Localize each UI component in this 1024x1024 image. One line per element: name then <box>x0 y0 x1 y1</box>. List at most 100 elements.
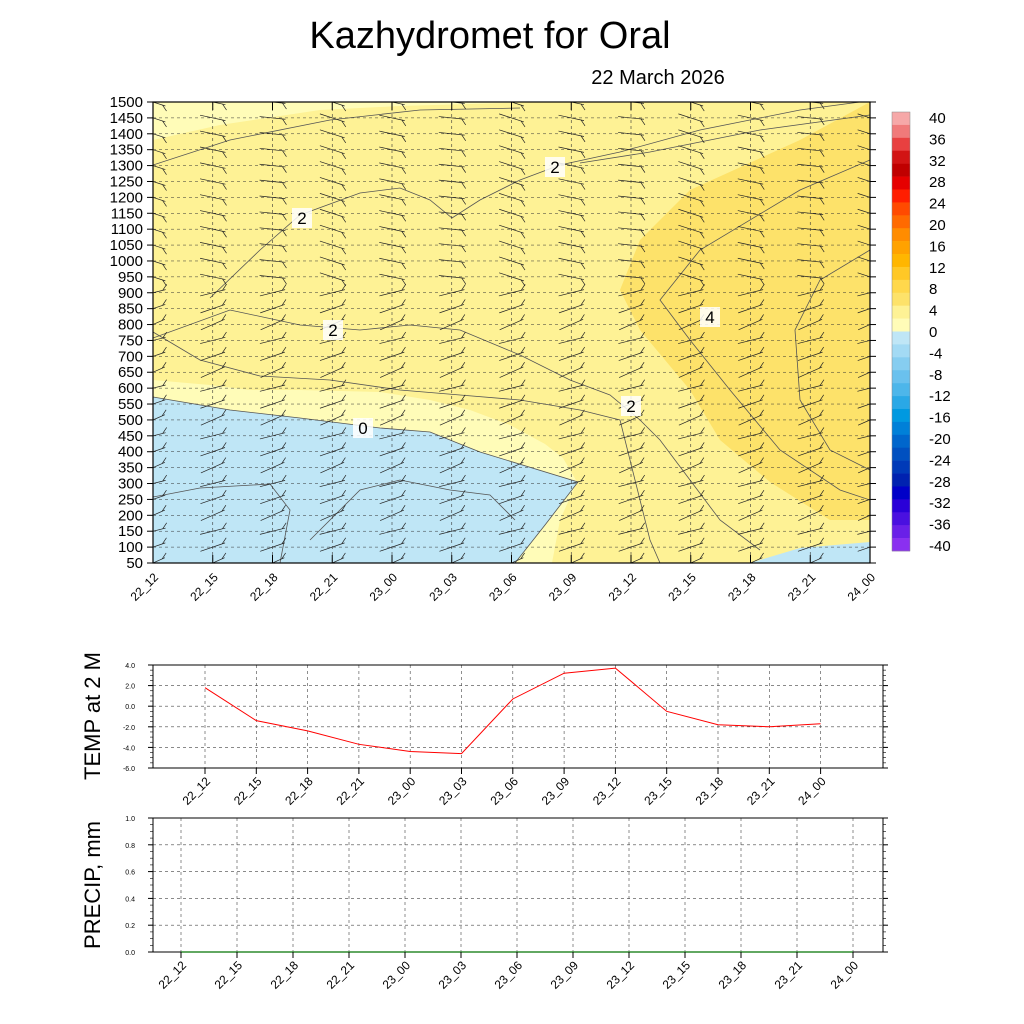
precipitation-x-axis: 22_12 22_15 22_18 22_21 23_00 23_03 23_06 23_09… <box>156 952 861 992</box>
wind-barb <box>498 522 526 535</box>
wind-barb <box>857 514 870 521</box>
wind-barb <box>570 552 585 563</box>
x-tick-label: 22_12 <box>128 570 162 604</box>
colorbar-swatch <box>892 512 910 526</box>
wind-barb <box>200 379 227 392</box>
wind-barb <box>320 505 346 521</box>
x-tick-label: 23_09 <box>548 958 582 992</box>
y-tick-label: 400 <box>118 444 143 461</box>
colorbar-tick-label: 28 <box>929 174 946 191</box>
y-tick-label: 250 <box>118 491 143 508</box>
y-tick-label: 1400 <box>110 126 143 143</box>
y-tick-label: 100 <box>118 539 143 556</box>
wind-barb <box>797 379 825 392</box>
colorbar-swatch <box>892 176 910 190</box>
wind-barb <box>857 145 870 151</box>
colorbar-tick-label: 32 <box>929 153 946 170</box>
wind-barb <box>259 195 287 205</box>
x-tick-label: 22_12 <box>180 774 214 808</box>
y-tick-label: 0.0 <box>125 950 135 957</box>
colorbar-tick-label: -12 <box>929 388 951 405</box>
wind-barb <box>558 474 586 488</box>
y-tick-label: 1100 <box>111 221 143 238</box>
precipitation-y-label: PRECIP, mm <box>80 821 105 949</box>
wind-barb <box>857 355 870 361</box>
wind-barb <box>200 409 227 426</box>
wind-barb <box>678 331 705 344</box>
wind-barb <box>331 552 346 563</box>
wind-barb <box>678 409 705 426</box>
wind-barb <box>153 244 167 255</box>
wind-barb <box>259 243 287 253</box>
contour-label-bg <box>545 157 565 177</box>
cross-section-y-axis: 1500145014001350130012501200115011001050… <box>110 94 876 572</box>
wind-barb <box>857 546 870 552</box>
x-tick-label: 22_15 <box>187 570 221 604</box>
x-tick-label: 23_18 <box>716 958 750 992</box>
y-tick-label: 450 <box>118 428 143 445</box>
y-tick-label: 1000 <box>110 253 143 270</box>
wind-barb <box>379 146 407 158</box>
x-tick-label: 23_12 <box>590 774 624 808</box>
colorbar-tick-label: -36 <box>929 517 951 534</box>
colorbar-tick-label: -40 <box>929 538 951 555</box>
colorbar-tick-label: 36 <box>929 131 946 148</box>
precipitation-chart: 1.00.80.60.40.20.0 22_12 22_15 22_18 22_21 2… <box>80 816 888 992</box>
wind-barb <box>319 208 347 223</box>
wind-barb <box>439 331 466 344</box>
wind-barb <box>153 260 167 271</box>
colorbar-swatch <box>892 189 910 203</box>
wind-barb <box>618 147 646 157</box>
contour-line <box>794 249 870 471</box>
wind-barb <box>630 552 645 563</box>
wind-barb <box>259 284 287 297</box>
wind-barb <box>260 505 286 521</box>
wind-barb <box>153 276 167 287</box>
wind-barb <box>797 211 825 221</box>
y-tick-label: 4.0 <box>125 663 135 670</box>
wind-barb <box>558 242 586 254</box>
wind-barb <box>379 114 407 127</box>
precipitation-frame <box>152 817 884 953</box>
contour-line <box>153 309 761 551</box>
wind-barb <box>448 102 466 110</box>
x-tick-label: 23_18 <box>693 774 727 808</box>
x-tick-label: 23_18 <box>725 570 759 604</box>
colorbar-swatch <box>892 421 910 436</box>
wind-barb <box>510 552 525 563</box>
wind-barb <box>379 474 406 488</box>
wind-barb <box>857 419 870 426</box>
x-tick-label: 23_06 <box>487 774 521 808</box>
wind-barb <box>678 474 705 488</box>
cross-section-grid <box>153 102 870 563</box>
chart-date: 22 March 2026 <box>591 67 724 89</box>
colorbar-swatch <box>892 112 910 126</box>
x-tick-label: 23_09 <box>539 774 573 808</box>
colorbar-swatch <box>892 370 910 384</box>
wind-barb <box>153 102 167 112</box>
wind-barb <box>857 324 870 331</box>
wind-barb <box>618 163 646 173</box>
wind-barb <box>200 427 227 440</box>
y-tick-label: 950 <box>118 269 143 286</box>
x-tick-label: 23_00 <box>380 958 414 992</box>
wind-barb <box>439 409 466 426</box>
colorbar-swatch <box>892 473 910 487</box>
wind-barb <box>797 163 825 173</box>
wind-barb <box>439 505 466 521</box>
wind-barb <box>199 162 227 174</box>
contour-line <box>579 114 870 164</box>
wind-barb <box>678 284 705 297</box>
y-tick-label: 800 <box>118 317 143 334</box>
four-plus-region <box>620 102 870 520</box>
wind-barb <box>379 522 406 535</box>
colorbar-tick-label: 20 <box>929 217 946 234</box>
wind-barb <box>259 522 287 535</box>
x-tick-label: 22_18 <box>282 774 316 808</box>
wind-barb <box>199 114 227 127</box>
wind-barbs <box>153 102 870 563</box>
temperature-grid <box>153 665 883 768</box>
wind-barb <box>499 240 526 255</box>
wind-barb <box>857 256 870 262</box>
